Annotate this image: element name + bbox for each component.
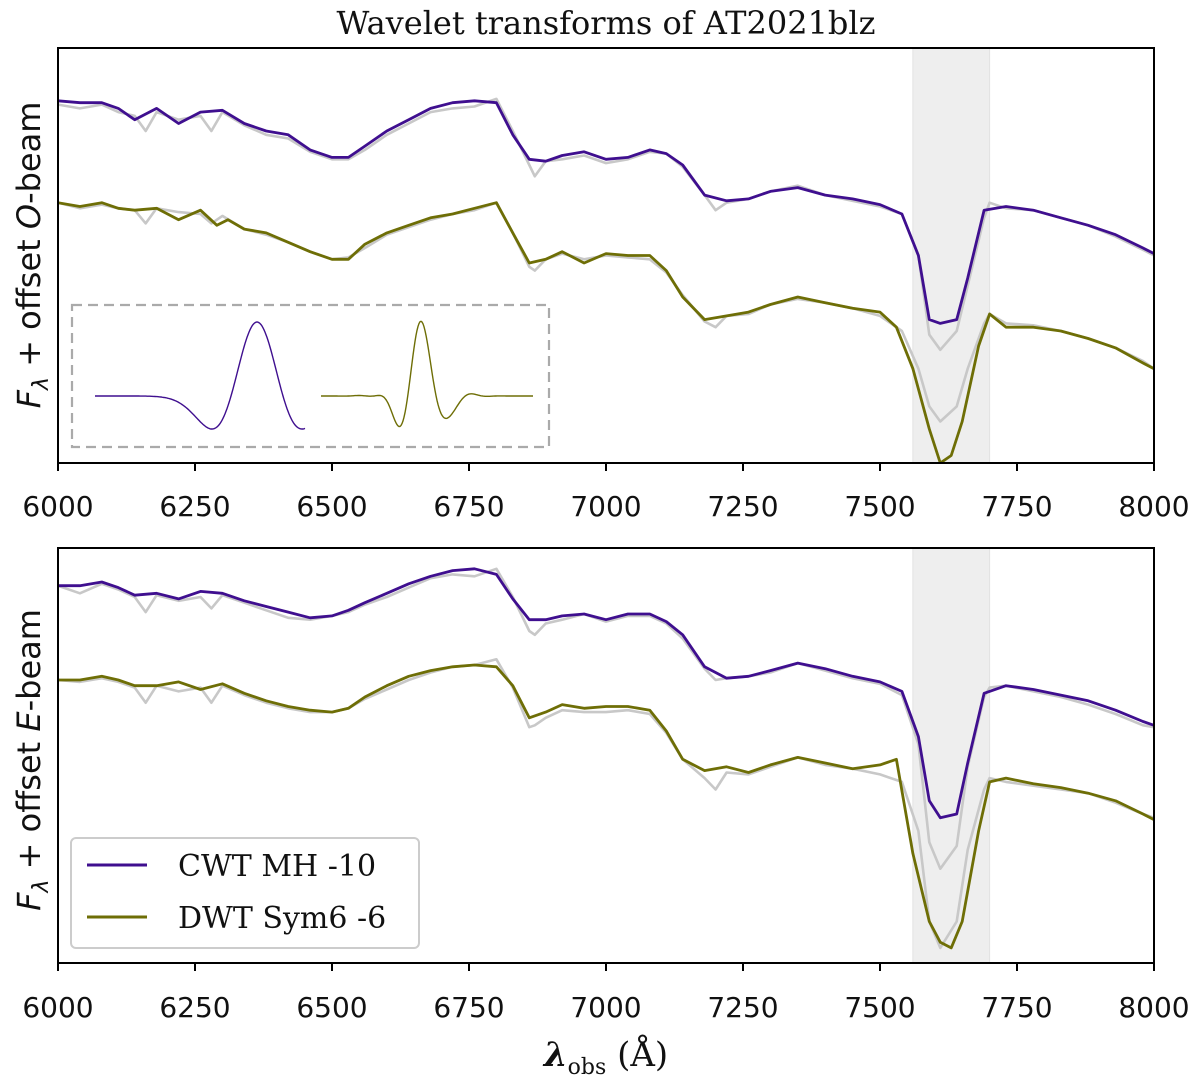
legend-dwt-label: DWT Sym6 -6 (178, 901, 386, 936)
x-tick-label: 8000 (1118, 490, 1189, 523)
x-tick-label: 7750 (981, 991, 1052, 1024)
x-tick-label: 6500 (296, 490, 367, 523)
wavelet-inset (70, 303, 551, 449)
raw-spectrum-line (58, 658, 1154, 950)
dwt-series-line (58, 201, 1154, 463)
cwt-series-line (58, 567, 1154, 820)
x-tick-label: 7250 (707, 991, 778, 1024)
symlet-wavelet (321, 320, 533, 428)
plot-area (58, 567, 1154, 950)
x-tick-label: 6000 (22, 490, 93, 523)
y-axis-label: Fλ + offset E-beam (10, 609, 54, 911)
dwt-series-line (58, 663, 1154, 950)
x-tick-label: 7500 (844, 490, 915, 523)
panel-bottom: 6000 6250 6500 6750 7000 7250 7500 7750 8000 Fλ +… (10, 547, 1190, 1024)
telluric-band (912, 47, 991, 464)
mexican-hat-wavelet (95, 321, 306, 430)
legend-box (70, 837, 420, 949)
x-tick-label: 6000 (22, 991, 93, 1024)
x-tick-label: 6250 (159, 991, 230, 1024)
x-tick-label: 8000 (1118, 991, 1189, 1024)
legend-cwt-label: CWT MH -10 (178, 849, 376, 884)
x-tick-label: 7250 (707, 490, 778, 523)
x-axis-label: λobs (Å) (542, 1034, 668, 1080)
x-tick-label: 6500 (296, 991, 367, 1024)
legend: CWT MH -10 DWT Sym6 -6 (70, 837, 420, 949)
plot-area (58, 97, 1154, 463)
x-tick-label: 7750 (981, 490, 1052, 523)
x-tick-label: 7500 (844, 991, 915, 1024)
x-tick-label: 6250 (159, 490, 230, 523)
raw-spectrum-line (58, 97, 1154, 352)
x-tick-label: 7000 (570, 991, 641, 1024)
x-tick-label: 6750 (433, 991, 504, 1024)
x-tick-label: 7000 (570, 490, 641, 523)
raw-spectrum-line (58, 201, 1154, 423)
y-axis-label: Fλ + offset O-beam (10, 102, 54, 409)
inset-border (70, 303, 551, 449)
panel-top: 6000 6250 6500 6750 7000 7250 7500 7750 8000 Fλ +… (10, 47, 1190, 523)
x-tick-label: 6750 (433, 490, 504, 523)
chart-title: Wavelet transforms of AT2021blz (336, 4, 875, 42)
cwt-series-line (58, 99, 1154, 325)
